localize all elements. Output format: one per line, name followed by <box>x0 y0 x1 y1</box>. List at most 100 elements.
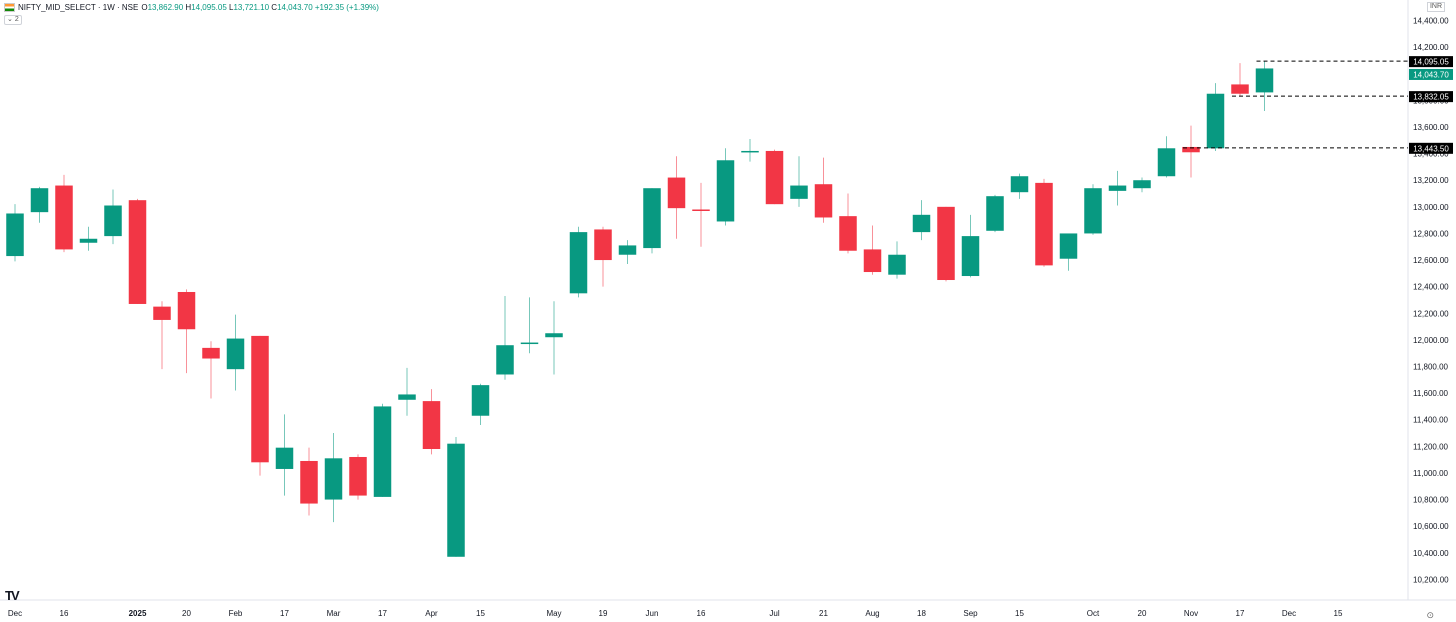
candle-body <box>667 177 686 209</box>
candle-body <box>692 209 710 211</box>
candle-body <box>520 342 539 345</box>
y-tick-label: 11,800.00 <box>1413 363 1449 372</box>
candle-body <box>765 150 784 205</box>
ohlc-values: O13,862.90 H14,095.05 L13,721.10 C14,043… <box>141 3 379 12</box>
x-tick-label: Dec <box>1282 609 1296 618</box>
x-tick-label: Mar <box>327 609 341 618</box>
y-tick-label: 11,400.00 <box>1413 416 1449 425</box>
candle-body <box>814 184 833 218</box>
candle-body <box>349 456 367 496</box>
y-tick-label: 14,400.00 <box>1413 17 1449 26</box>
x-tick-label: Apr <box>425 609 438 618</box>
candle-body <box>1157 148 1176 177</box>
candle-body <box>1035 182 1053 266</box>
x-tick-label: Aug <box>865 609 879 618</box>
candle-body <box>1010 176 1029 193</box>
x-tick-label: Feb <box>229 609 243 618</box>
tradingview-logo-icon: TV <box>5 588 20 603</box>
candle-body <box>177 291 196 330</box>
x-tick-label: 17 <box>280 609 289 618</box>
candle-body <box>422 401 441 450</box>
candle-body <box>251 335 269 463</box>
y-tick-label: 11,000.00 <box>1413 469 1449 478</box>
x-tick-label: 20 <box>1138 609 1147 618</box>
symbol-title[interactable]: NIFTY_MID_SELECT · 1W · NSE <box>18 3 139 12</box>
x-tick-label: May <box>546 609 561 618</box>
candle-body <box>1108 185 1127 191</box>
candle-body <box>55 185 73 250</box>
level-label: 13,832.05 <box>1413 93 1449 102</box>
x-tick-label: 17 <box>1236 609 1245 618</box>
candle-body <box>1059 233 1078 259</box>
candle-body <box>888 254 906 275</box>
x-tick-label: 16 <box>697 609 706 618</box>
y-tick-label: 11,600.00 <box>1413 389 1449 398</box>
candle-body <box>153 306 171 320</box>
candle-body <box>986 196 1004 231</box>
level-label-bg <box>1409 91 1453 103</box>
settings-gear-icon[interactable]: ⊙ <box>1426 610 1434 620</box>
y-tick-label: 13,400.00 <box>1413 150 1449 159</box>
y-tick-label: 12,800.00 <box>1413 229 1449 238</box>
last-price-label-bg <box>1409 68 1453 80</box>
x-tick-label: 2025 <box>129 609 147 618</box>
x-tick-label: 21 <box>819 609 828 618</box>
x-tick-label: 16 <box>60 609 69 618</box>
level-label: 13,443.50 <box>1413 144 1449 153</box>
candle-body <box>912 214 931 233</box>
candle-body <box>128 200 147 304</box>
candle-body <box>716 160 735 222</box>
candle-body <box>618 245 637 255</box>
candle-body <box>545 333 563 338</box>
indicator-toggle-button[interactable]: ⌄ 2 <box>4 15 22 25</box>
y-tick-label: 10,800.00 <box>1413 496 1449 505</box>
candle-body <box>398 394 416 400</box>
y-tick-label: 12,600.00 <box>1413 256 1449 265</box>
x-tick-label: 18 <box>917 609 926 618</box>
x-tick-label: 15 <box>476 609 485 618</box>
candle-body <box>275 447 294 469</box>
x-tick-label: Sep <box>963 609 978 618</box>
candle-body <box>961 236 980 277</box>
candle-body <box>863 249 882 273</box>
candle-body <box>790 185 808 199</box>
candle-body <box>741 150 759 153</box>
candle-body <box>1206 93 1225 149</box>
x-tick-label: 15 <box>1334 609 1343 618</box>
y-tick-label: 10,600.00 <box>1413 522 1449 531</box>
level-label-bg <box>1409 142 1453 154</box>
candle-body <box>1084 188 1102 234</box>
x-tick-label: 17 <box>378 609 387 618</box>
candle-body <box>300 460 318 504</box>
candle-body <box>104 205 122 237</box>
y-tick-label: 11,200.00 <box>1413 442 1449 451</box>
y-tick-label: 12,400.00 <box>1413 283 1449 292</box>
candle-body <box>937 206 955 281</box>
y-tick-label: 10,200.00 <box>1413 575 1449 584</box>
candle-body <box>569 232 588 294</box>
candle-body <box>471 385 490 416</box>
candle-body <box>594 229 612 261</box>
x-tick-label: Jul <box>769 609 779 618</box>
candle-body <box>30 188 49 213</box>
level-label-bg <box>1409 56 1453 68</box>
last-price-label: 14,043.70 <box>1413 70 1449 79</box>
currency-label: INR <box>1426 2 1445 12</box>
chart-legend: NIFTY_MID_SELECT · 1W · NSE O13,862.90 H… <box>4 3 379 12</box>
x-tick-label: 15 <box>1015 609 1024 618</box>
candle-body <box>6 213 24 257</box>
x-tick-label: Nov <box>1184 609 1198 618</box>
candle-body <box>373 406 392 497</box>
level-label: 14,095.05 <box>1413 58 1449 67</box>
candle-body <box>643 188 661 249</box>
x-tick-label: Dec <box>8 609 22 618</box>
candle-body <box>496 345 514 375</box>
candle-body <box>202 347 220 359</box>
y-tick-label: 12,200.00 <box>1413 309 1449 318</box>
candle-body <box>1255 68 1274 93</box>
candle-body <box>226 338 245 370</box>
y-tick-label: 10,400.00 <box>1413 549 1449 558</box>
y-tick-label: 13,200.00 <box>1413 176 1449 185</box>
x-tick-label: 20 <box>182 609 191 618</box>
